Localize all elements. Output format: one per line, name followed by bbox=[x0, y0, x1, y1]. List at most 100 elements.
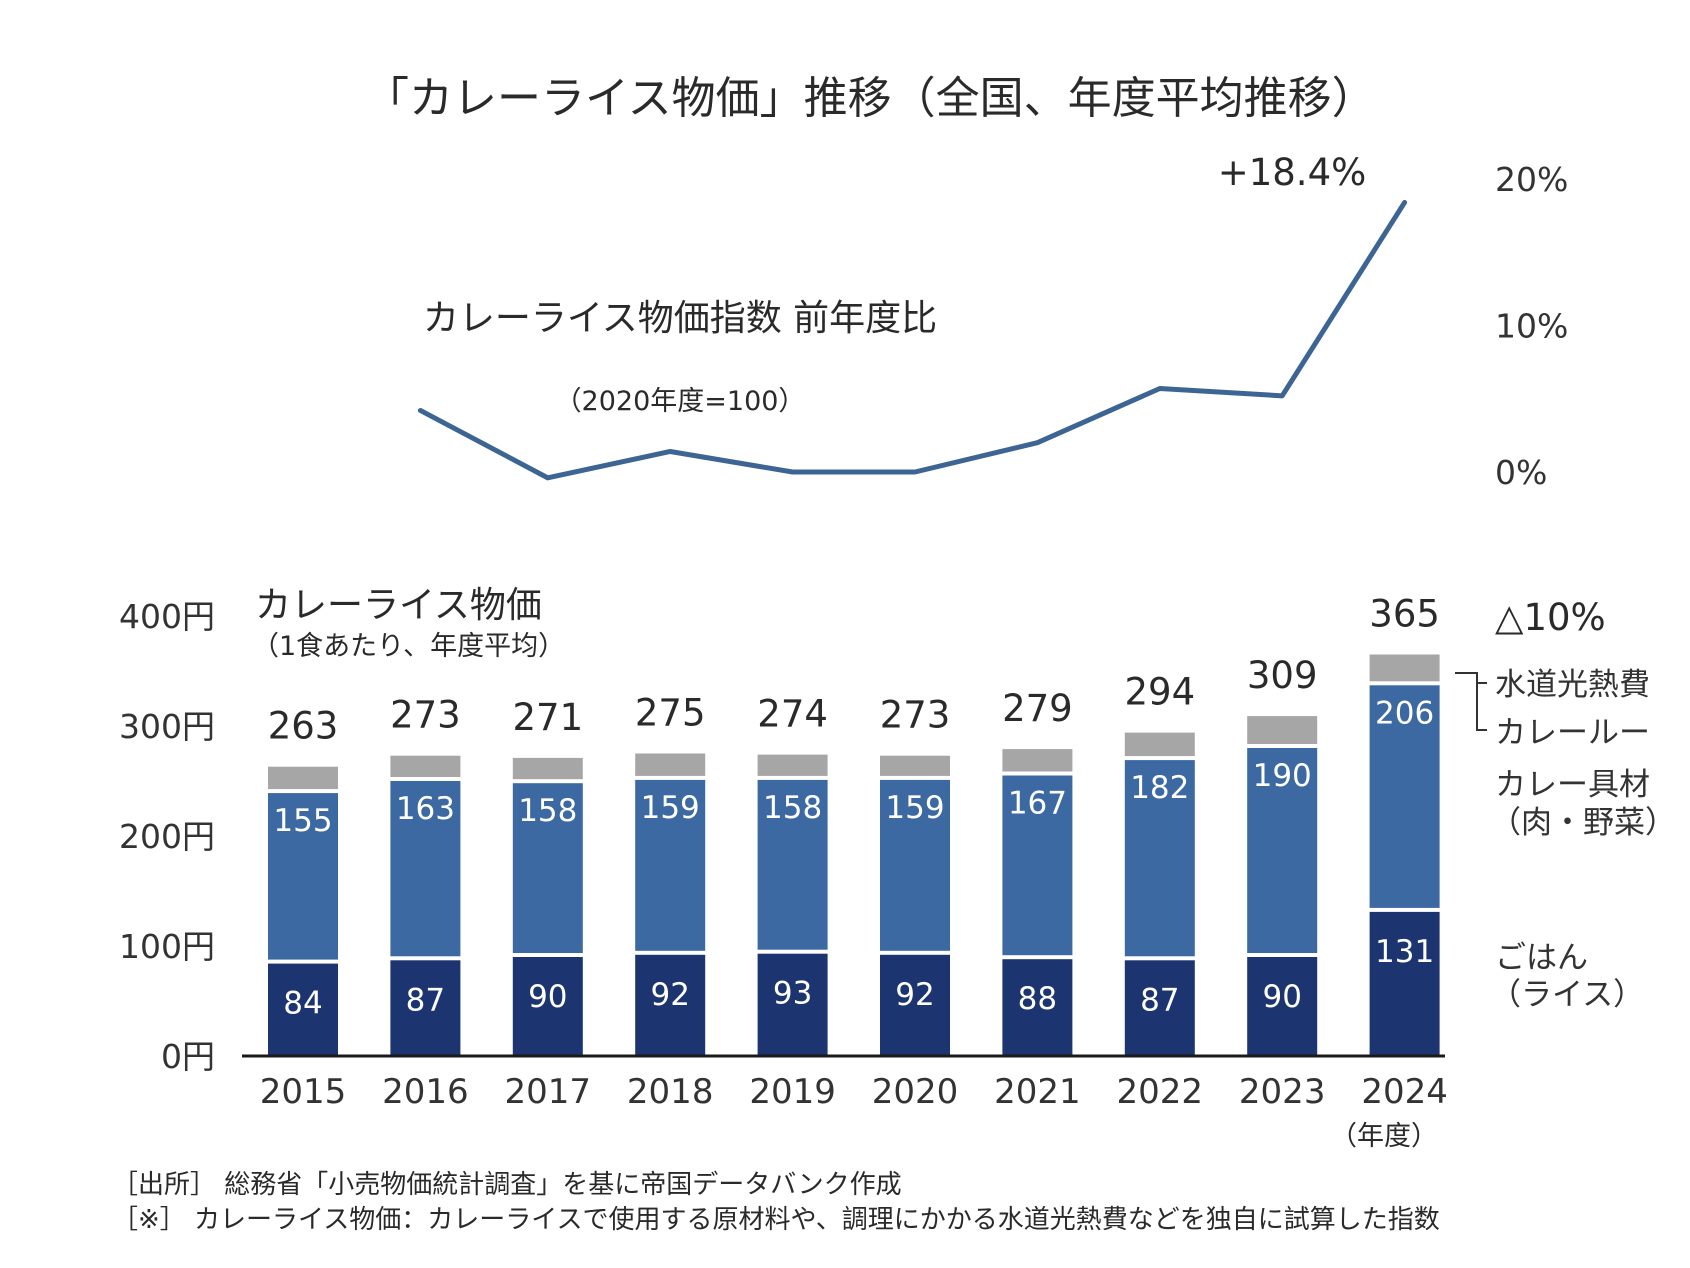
segment-value-label: 158 bbox=[763, 790, 822, 826]
bar-segment-rice bbox=[757, 953, 828, 1056]
legend-ingredients-sub: （肉・野菜） bbox=[1490, 805, 1676, 841]
bar-segment-ingredients bbox=[880, 779, 950, 951]
footnote-source: ［出所］ 総務省「小売物価統計調査」を基に帝国データバンク作成 bbox=[112, 1170, 902, 1200]
bar-y-axis: 0円 100円 200円 300円 400円 bbox=[119, 597, 215, 1076]
x-tick-label: 2020 bbox=[872, 1072, 959, 1112]
x-axis-unit: （年度） bbox=[1330, 1121, 1438, 1152]
line-path bbox=[417, 199, 1408, 481]
segment-value-label: 92 bbox=[650, 977, 689, 1013]
segment-value-label: 190 bbox=[1253, 758, 1312, 794]
bar-segment-utilities_roux bbox=[757, 754, 828, 776]
bar-segment-ingredients bbox=[635, 779, 706, 951]
legend-utilities: 水道光熱費 bbox=[1495, 667, 1650, 703]
y-tick-label: 300円 bbox=[119, 707, 215, 746]
bar-total-label: 275 bbox=[635, 692, 706, 735]
bar-stack-2018: 92 159 275 bbox=[635, 692, 706, 1056]
line-y-tick-label: 20% bbox=[1495, 160, 1568, 199]
bar-title: カレーライス物価 bbox=[255, 585, 542, 626]
segment-value-label: 90 bbox=[528, 979, 567, 1015]
segment-value-label: 159 bbox=[885, 790, 944, 826]
bar-stack-2021: 88 167 279 bbox=[1002, 687, 1073, 1056]
bar-total-label: 274 bbox=[757, 693, 828, 736]
bar-segment-ingredients bbox=[1247, 748, 1318, 953]
legend-rice: ごはん bbox=[1495, 940, 1588, 976]
segment-value-label: 92 bbox=[895, 977, 934, 1013]
bar-segment-rice bbox=[268, 963, 338, 1056]
x-tick-label: 2019 bbox=[749, 1072, 836, 1112]
bar-segment-utilities_roux bbox=[268, 766, 338, 790]
bar-segment-utilities_roux bbox=[1002, 749, 1073, 772]
segment-value-label: 87 bbox=[406, 982, 445, 1018]
bar-stack-2024: 131 206 365 bbox=[1369, 593, 1440, 1056]
x-tick-label: 2018 bbox=[627, 1072, 714, 1112]
x-axis: 2015 2016 2017 2018 2019 2020 2021 2022 2023 2024 bbox=[260, 1072, 1448, 1112]
bar-segment-ingredients bbox=[390, 781, 461, 957]
bar-subtitle: （1食あたり、年度平均） bbox=[252, 631, 565, 662]
segment-value-label: 87 bbox=[1140, 982, 1179, 1018]
x-tick-label: 2023 bbox=[1239, 1072, 1326, 1112]
bar-stack-2023: 90 190 309 bbox=[1247, 654, 1318, 1056]
x-tick-label: 2021 bbox=[994, 1072, 1081, 1112]
bar-total-label: 273 bbox=[880, 694, 951, 737]
y-tick-label: 100円 bbox=[119, 927, 215, 966]
bar-segment-rice bbox=[512, 957, 583, 1056]
bar-stack-2015: 84 155 263 bbox=[268, 705, 339, 1056]
bar-segment-utilities_roux bbox=[512, 757, 583, 780]
legend-ingredients: カレー具材 bbox=[1495, 767, 1650, 803]
y-tick-label: 200円 bbox=[119, 817, 215, 856]
bar-total-label: 279 bbox=[1002, 687, 1073, 730]
legend-bracket bbox=[1455, 672, 1487, 731]
line-y-tick-label: 0% bbox=[1495, 453, 1547, 492]
x-tick-label: 2016 bbox=[382, 1072, 469, 1112]
bar-segment-ingredients bbox=[1369, 685, 1440, 908]
bar-segment-ingredients bbox=[268, 793, 338, 960]
segment-value-label: 158 bbox=[518, 793, 577, 829]
legend: △10% 水道光熱費 カレールー カレー具材 （肉・野菜） ごはん （ライス） bbox=[1455, 596, 1676, 1013]
segment-value-label: 159 bbox=[641, 790, 700, 826]
bar-segment-rice bbox=[390, 960, 461, 1056]
bar-segment-utilities_roux bbox=[390, 755, 461, 777]
bar-stack-2016: 87 163 273 bbox=[390, 694, 461, 1056]
line-title: カレーライス物価指数 前年度比 bbox=[423, 298, 937, 339]
bar-segment-utilities_roux bbox=[880, 755, 950, 776]
bar-segment-ingredients bbox=[1124, 760, 1195, 957]
segment-value-label: 155 bbox=[273, 803, 332, 839]
segment-value-label: 182 bbox=[1130, 770, 1189, 806]
x-tick-label: 2017 bbox=[505, 1072, 592, 1112]
legend-roux: カレールー bbox=[1495, 715, 1650, 751]
segment-value-label: 131 bbox=[1375, 934, 1434, 970]
bar-stack-2022: 87 182 294 bbox=[1124, 671, 1195, 1056]
bar-segment-ingredients bbox=[512, 783, 583, 953]
segment-value-label: 167 bbox=[1008, 786, 1067, 822]
chart-title: 「カレーライス物価」推移（全国、年度平均推移） bbox=[365, 73, 1376, 124]
bar-segment-rice bbox=[880, 954, 950, 1056]
legend-delta: △10% bbox=[1495, 596, 1606, 639]
line-series bbox=[417, 199, 1408, 481]
bar-segment-rice bbox=[1124, 960, 1195, 1056]
segment-value-label: 90 bbox=[1262, 979, 1301, 1015]
bar-segment-utilities_roux bbox=[1124, 732, 1195, 757]
segment-value-label: 163 bbox=[396, 791, 455, 827]
segment-value-label: 84 bbox=[283, 986, 322, 1022]
bar-segment-rice bbox=[1369, 911, 1440, 1056]
line-y-tick-label: 10% bbox=[1495, 307, 1568, 346]
bar-series: 84 155 263 87 163 273 90 158 271 92 159 275 93 158 274… bbox=[268, 593, 1440, 1056]
footnote-note: ［※］ カレーライス物価：カレーライスで使用する原材料や、調理にかかる水道光熱費… bbox=[112, 1205, 1440, 1235]
bar-segment-utilities_roux bbox=[635, 753, 706, 776]
bar-stack-2017: 90 158 271 bbox=[512, 696, 583, 1056]
y-tick-label: 400円 bbox=[119, 597, 215, 636]
line-subtitle: （2020年度=100） bbox=[555, 386, 806, 417]
line-peak-annotation: +18.4% bbox=[1218, 151, 1367, 194]
y-tick-label: 0円 bbox=[161, 1037, 215, 1076]
x-tick-label: 2022 bbox=[1117, 1072, 1204, 1112]
bar-segment-ingredients bbox=[1002, 775, 1073, 956]
bar-total-label: 294 bbox=[1124, 671, 1195, 714]
bar-segment-rice bbox=[635, 954, 706, 1056]
bar-total-label: 271 bbox=[512, 696, 583, 739]
bar-segment-rice bbox=[1247, 957, 1318, 1056]
line-y-axis: 0% 10% 20% bbox=[1495, 160, 1568, 492]
bar-segment-rice bbox=[1002, 959, 1073, 1056]
bar-total-label: 263 bbox=[268, 705, 339, 748]
x-tick-label: 2024 bbox=[1361, 1072, 1448, 1112]
